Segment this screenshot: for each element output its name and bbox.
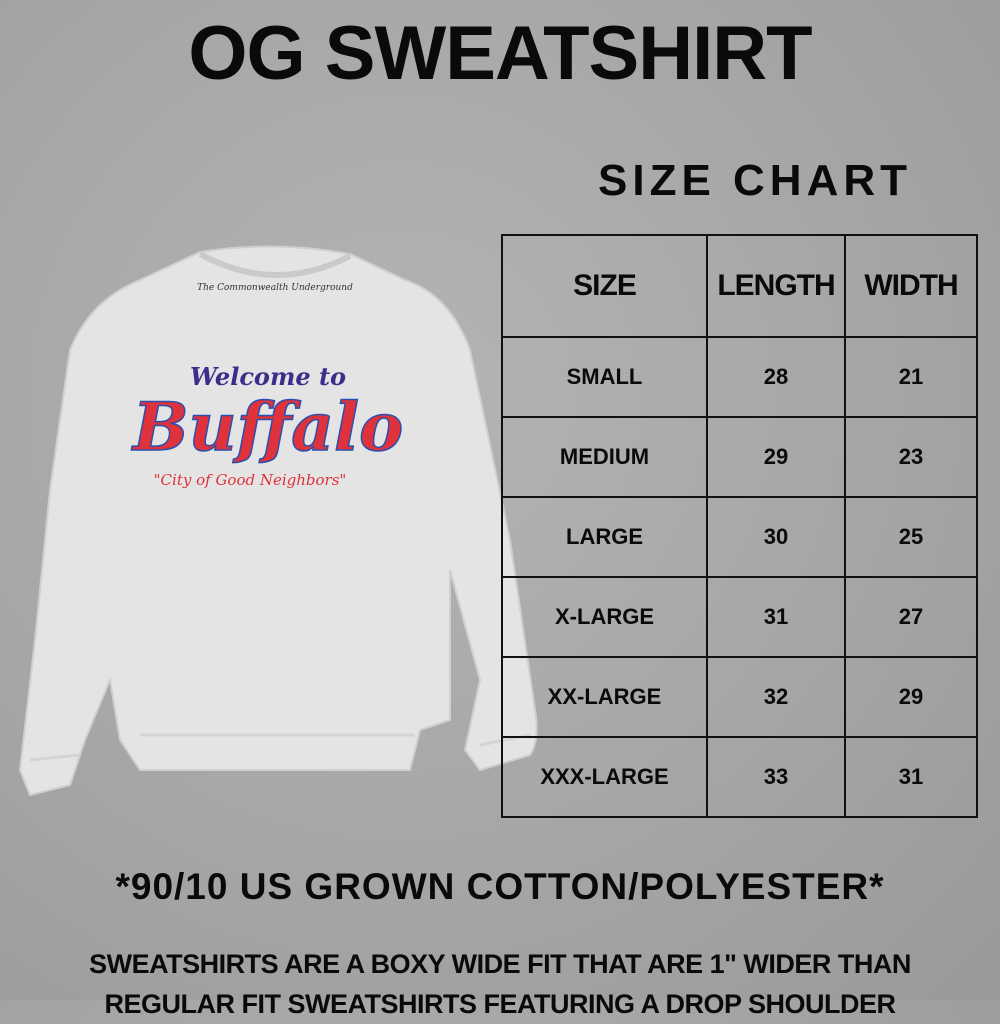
length-cell: 30: [706, 496, 846, 578]
header-length: LENGTH: [706, 234, 846, 338]
material-note: *90/10 US GROWN COTTON/POLYESTER*: [115, 866, 885, 907]
table-row: XX-LARGE 32 29: [501, 656, 978, 738]
shirt-tag-label: The Commonwealth Underground: [197, 283, 353, 293]
size-chart-table: SIZE LENGTH WIDTH SMALL 28 21 MEDIUM 29 23 L…: [501, 234, 978, 818]
length-cell: 31: [706, 576, 846, 658]
width-cell: 31: [844, 736, 978, 818]
length-cell: 33: [706, 736, 846, 818]
table-row: XXX-LARGE 33 31: [501, 736, 978, 818]
size-cell: SMALL: [501, 336, 708, 418]
shirt-graphic-line1: Welcome to: [190, 362, 346, 391]
width-cell: 27: [844, 576, 978, 658]
size-cell: XXX-LARGE: [501, 736, 708, 818]
shirt-graphic-line2: Buffalo: [131, 388, 403, 466]
size-cell: XX-LARGE: [501, 656, 708, 738]
table-row: LARGE 30 25: [501, 496, 978, 578]
table-header-row: SIZE LENGTH WIDTH: [501, 234, 978, 338]
header-width: WIDTH: [844, 234, 978, 338]
size-cell: MEDIUM: [501, 416, 708, 498]
shirt-graphic-line3: "City of Good Neighbors": [154, 471, 347, 489]
size-cell: X-LARGE: [501, 576, 708, 658]
fit-description-line1: SWEATSHIRTS ARE A BOXY WIDE FIT THAT ARE…: [89, 949, 911, 979]
sweatshirt-image: The Commonwealth Underground Welcome to …: [18, 245, 538, 797]
table-row: X-LARGE 31 27: [501, 576, 978, 658]
width-cell: 23: [844, 416, 978, 498]
table-row: MEDIUM 29 23: [501, 416, 978, 498]
page-title: OG SWEATSHIRT: [188, 11, 812, 96]
length-cell: 29: [706, 416, 846, 498]
length-cell: 28: [706, 336, 846, 418]
length-cell: 32: [706, 656, 846, 738]
size-chart-heading: SIZE CHART: [598, 156, 912, 205]
width-cell: 29: [844, 656, 978, 738]
table-row: SMALL 28 21: [501, 336, 978, 418]
width-cell: 25: [844, 496, 978, 578]
header-size: SIZE: [501, 234, 708, 338]
width-cell: 21: [844, 336, 978, 418]
fit-description-line2: REGULAR FIT SWEATSHIRTS FEATURING A DROP…: [104, 989, 897, 1019]
size-cell: LARGE: [501, 496, 708, 578]
